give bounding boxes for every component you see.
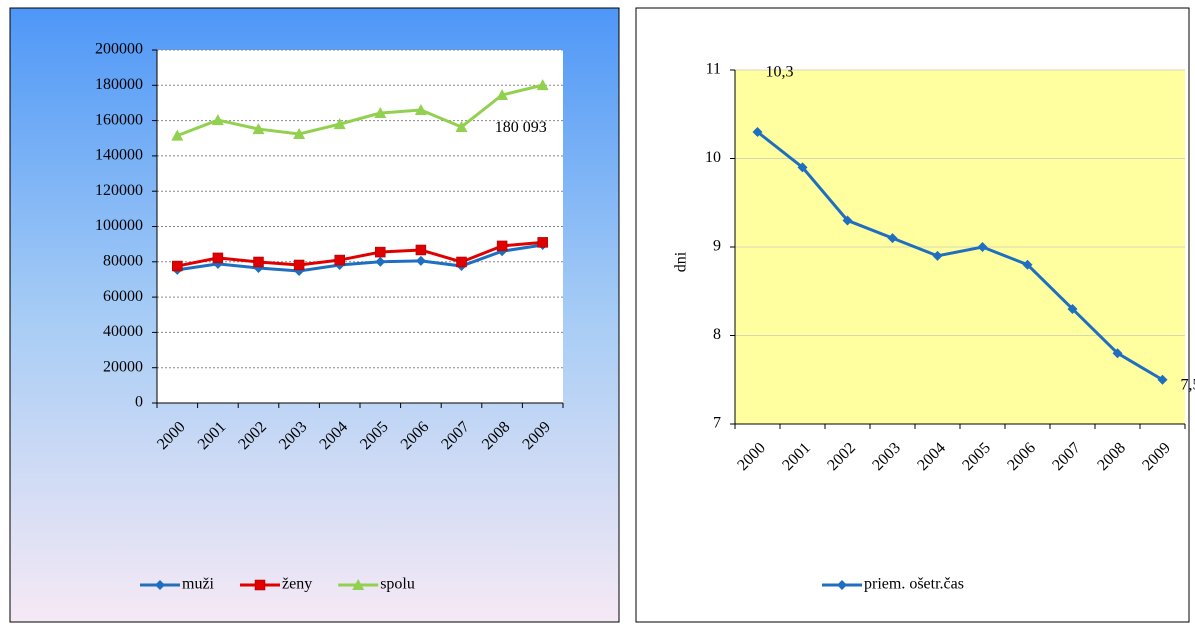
marker	[416, 245, 426, 255]
y-tick-label: 20000	[103, 358, 143, 375]
marker	[172, 261, 182, 271]
legend-label: muži	[182, 576, 215, 593]
y-tick-label: 180000	[95, 76, 143, 93]
y-axis-label: dni	[673, 251, 690, 272]
data-label: 10,3	[766, 64, 794, 81]
legend-label: ženy	[282, 576, 312, 593]
marker	[375, 247, 385, 257]
y-tick-label: 80000	[103, 252, 143, 269]
y-tick-label: 11	[706, 61, 721, 78]
data-label: 7,5	[1181, 376, 1195, 393]
marker	[294, 260, 304, 270]
y-tick-label: 0	[135, 394, 143, 411]
y-tick-label: 8	[713, 326, 721, 343]
y-tick-label: 160000	[95, 111, 143, 128]
legend-label: priem. ošetr.čas	[864, 576, 964, 593]
marker	[497, 241, 507, 251]
y-tick-label: 10	[705, 149, 721, 166]
legend-label: spolu	[380, 576, 415, 593]
y-tick-label: 100000	[95, 217, 143, 234]
y-tick-label: 40000	[103, 323, 143, 340]
y-tick-label: 9	[713, 238, 721, 255]
marker	[335, 255, 345, 265]
data-label: 180 093	[495, 119, 547, 136]
y-tick-label: 140000	[95, 147, 143, 164]
marker	[254, 257, 264, 267]
marker	[538, 237, 548, 247]
marker	[457, 257, 467, 267]
marker	[255, 580, 265, 590]
y-tick-label: 7	[713, 415, 721, 432]
marker	[213, 253, 223, 263]
y-tick-label: 120000	[95, 182, 143, 199]
y-tick-label: 60000	[103, 288, 143, 305]
y-tick-label: 200000	[95, 41, 143, 58]
